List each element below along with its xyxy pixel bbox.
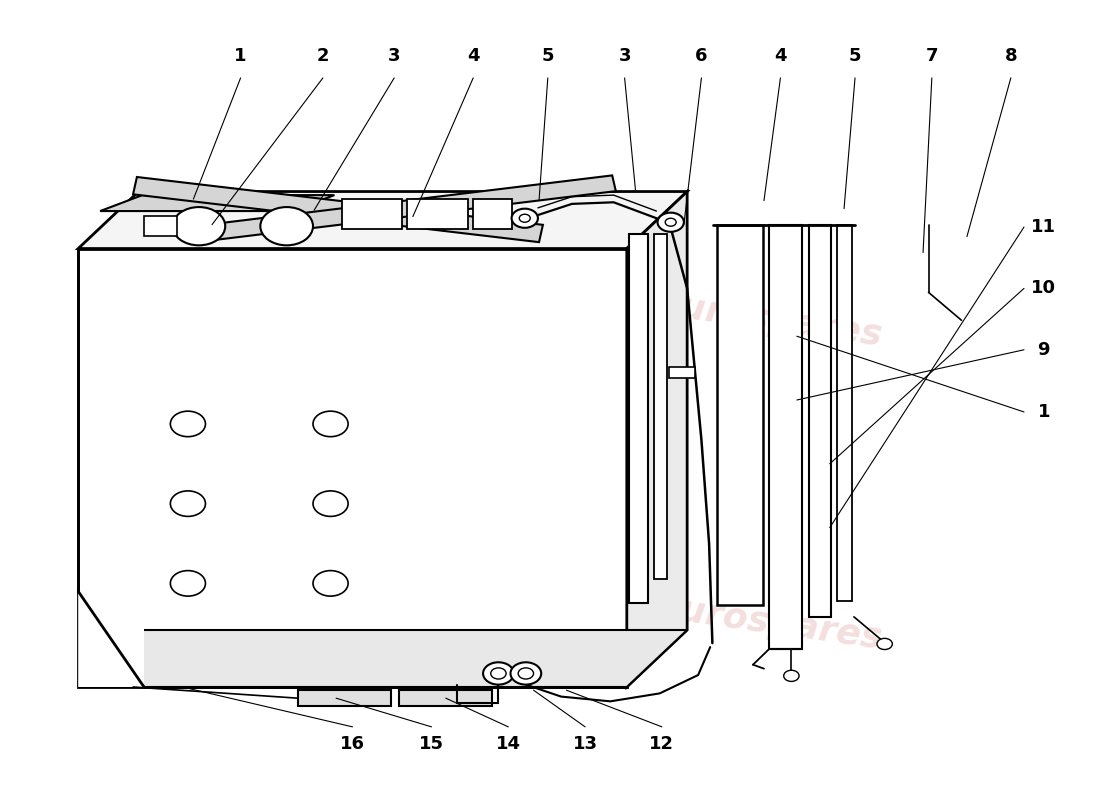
Circle shape — [314, 411, 348, 437]
Text: 1: 1 — [1037, 403, 1050, 421]
Circle shape — [519, 214, 530, 222]
Bar — [808, 225, 830, 617]
Circle shape — [666, 218, 676, 226]
Text: 11: 11 — [1032, 218, 1056, 236]
Bar — [837, 225, 851, 601]
Bar — [398, 690, 492, 706]
Polygon shape — [100, 195, 334, 211]
Text: 4: 4 — [466, 46, 480, 65]
Circle shape — [491, 668, 506, 679]
Circle shape — [170, 411, 206, 437]
Text: 2: 2 — [317, 46, 329, 65]
Bar — [341, 199, 402, 230]
Circle shape — [877, 638, 892, 650]
Circle shape — [510, 662, 541, 685]
Bar — [717, 225, 763, 605]
Circle shape — [173, 207, 225, 246]
Polygon shape — [206, 175, 616, 241]
Text: 16: 16 — [340, 735, 365, 754]
Text: 10: 10 — [1032, 279, 1056, 298]
Bar — [769, 225, 802, 649]
Text: 9: 9 — [1037, 341, 1050, 358]
Circle shape — [518, 668, 534, 679]
Text: 7: 7 — [925, 46, 938, 65]
Polygon shape — [627, 191, 688, 687]
Bar — [407, 199, 468, 230]
Bar — [298, 690, 390, 706]
Polygon shape — [78, 591, 144, 687]
Text: 13: 13 — [573, 735, 597, 754]
Circle shape — [170, 570, 206, 596]
Text: 3: 3 — [388, 46, 400, 65]
Text: 5: 5 — [849, 46, 861, 65]
Circle shape — [314, 570, 348, 596]
Polygon shape — [133, 177, 543, 242]
Text: 15: 15 — [419, 735, 444, 754]
Text: 8: 8 — [1004, 46, 1018, 65]
Circle shape — [483, 662, 514, 685]
Text: 5: 5 — [541, 46, 554, 65]
Text: 6: 6 — [695, 46, 707, 65]
Text: 4: 4 — [774, 46, 786, 65]
Bar — [473, 199, 512, 230]
Text: 12: 12 — [649, 735, 674, 754]
Text: 3: 3 — [618, 46, 631, 65]
Circle shape — [170, 491, 206, 516]
Bar — [629, 234, 648, 603]
Text: 1: 1 — [234, 46, 246, 65]
Circle shape — [314, 491, 348, 516]
Circle shape — [658, 213, 684, 232]
Text: eurospares: eurospares — [653, 590, 886, 656]
Text: eurospares: eurospares — [161, 287, 392, 353]
Text: 14: 14 — [496, 735, 520, 754]
Polygon shape — [78, 191, 688, 249]
Bar — [654, 234, 668, 579]
Circle shape — [783, 670, 799, 682]
Text: eurospares: eurospares — [653, 287, 886, 353]
Circle shape — [512, 209, 538, 228]
Polygon shape — [78, 630, 688, 687]
Bar — [144, 216, 177, 236]
Circle shape — [261, 207, 314, 246]
Bar — [669, 367, 695, 378]
Bar — [78, 249, 627, 687]
Text: eurospares: eurospares — [161, 590, 392, 656]
